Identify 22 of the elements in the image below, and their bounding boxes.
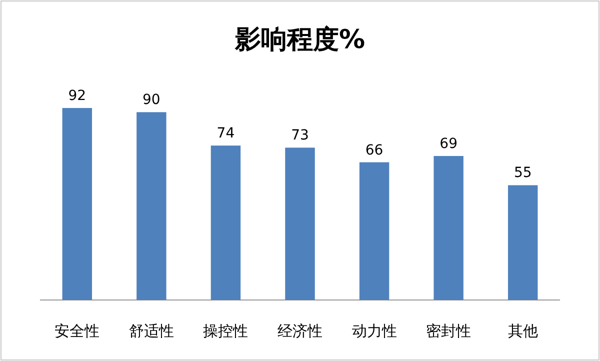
x-tick-label: 安全性 xyxy=(54,322,100,340)
data-label: 66 xyxy=(365,142,384,158)
x-tick-label: 操控性 xyxy=(203,322,248,340)
bar xyxy=(434,156,464,300)
x-tick-label: 动力性 xyxy=(352,322,397,340)
data-label: 69 xyxy=(440,136,458,152)
bar xyxy=(136,112,166,300)
data-label: 73 xyxy=(291,128,309,144)
x-tick-label: 密封性 xyxy=(426,322,472,340)
bar xyxy=(285,148,315,300)
bar xyxy=(210,146,241,300)
bar xyxy=(359,162,390,300)
data-label: 90 xyxy=(142,92,160,108)
bar xyxy=(508,185,538,300)
data-label: 55 xyxy=(514,165,532,182)
chart-title: 影响程度% xyxy=(234,25,366,55)
data-label: 74 xyxy=(216,126,235,142)
bar xyxy=(62,108,92,300)
x-tick-label: 舒适性 xyxy=(128,322,174,340)
x-tick-label: 其他 xyxy=(508,322,538,340)
x-tick-label: 经济性 xyxy=(278,322,322,340)
data-label: 92 xyxy=(68,88,86,104)
